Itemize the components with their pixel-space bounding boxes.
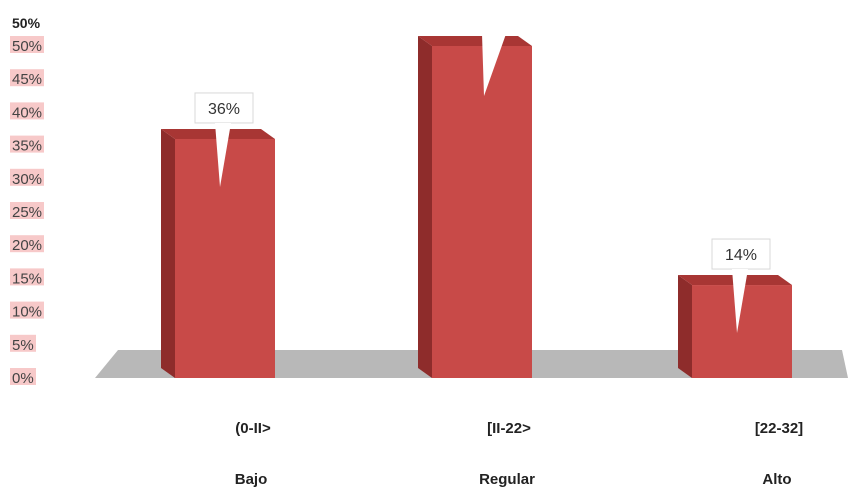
y-tick-label: 20% bbox=[12, 237, 42, 254]
y-tick-highlight bbox=[10, 36, 44, 53]
data-label-pointer bbox=[482, 34, 506, 96]
category-range-label: [22-32] bbox=[755, 420, 803, 437]
y-tick-label: 50% bbox=[12, 38, 42, 55]
data-label: 36% bbox=[208, 101, 240, 118]
bar-top bbox=[418, 36, 532, 46]
bars: 36% 14% bbox=[161, 34, 792, 378]
data-label-box bbox=[711, 238, 771, 270]
category-name-label: Regular bbox=[479, 471, 535, 488]
category-name-label: Alto bbox=[762, 471, 791, 488]
bar-side bbox=[418, 36, 432, 378]
data-label: 14% bbox=[725, 247, 757, 264]
y-axis-top-label: 50% bbox=[12, 15, 41, 31]
y-tick-highlight bbox=[10, 235, 44, 253]
y-tick-label: 35% bbox=[12, 138, 42, 155]
bar-group: 14% bbox=[678, 238, 792, 378]
y-tick-highlight bbox=[10, 202, 44, 219]
bar-side bbox=[678, 275, 692, 378]
data-label-pointer bbox=[732, 269, 748, 334]
y-tick-highlight bbox=[10, 268, 44, 286]
y-axis: 0% 5% 10% 15% 20% 25% 30% 35% 40% 45% 50% bbox=[10, 36, 44, 387]
y-tick-label: 0% bbox=[12, 370, 34, 387]
y-tick-highlight bbox=[10, 368, 36, 385]
bar-side bbox=[161, 128, 175, 378]
bar bbox=[432, 46, 532, 378]
y-tick-label: 25% bbox=[12, 204, 42, 221]
bar bbox=[175, 138, 275, 378]
y-tick-label: 40% bbox=[12, 104, 42, 121]
y-tick-highlight bbox=[10, 168, 44, 186]
bar-group: 36% bbox=[161, 92, 275, 378]
category-range-label: (0-II> bbox=[235, 420, 271, 437]
category-range-label: [II-22> bbox=[487, 420, 531, 437]
x-axis-categories: (0-II> Bajo [II-22> Regular [22-32] Alto bbox=[235, 420, 803, 488]
y-tick-label: 5% bbox=[12, 337, 34, 354]
y-tick-highlight bbox=[10, 69, 44, 87]
y-tick-highlight bbox=[10, 135, 44, 153]
y-tick-label: 30% bbox=[12, 171, 42, 188]
data-label-box bbox=[194, 92, 254, 124]
category-name-label: Bajo bbox=[235, 471, 268, 488]
y-tick-highlight bbox=[10, 334, 36, 352]
y-tick-label: 15% bbox=[12, 270, 42, 287]
y-tick-label: 45% bbox=[12, 71, 42, 88]
y-tick-highlight bbox=[10, 301, 44, 319]
bar-group bbox=[418, 34, 532, 378]
y-tick-highlight bbox=[10, 102, 44, 120]
y-tick-label: 10% bbox=[12, 304, 42, 321]
data-label-pointer bbox=[215, 122, 231, 187]
